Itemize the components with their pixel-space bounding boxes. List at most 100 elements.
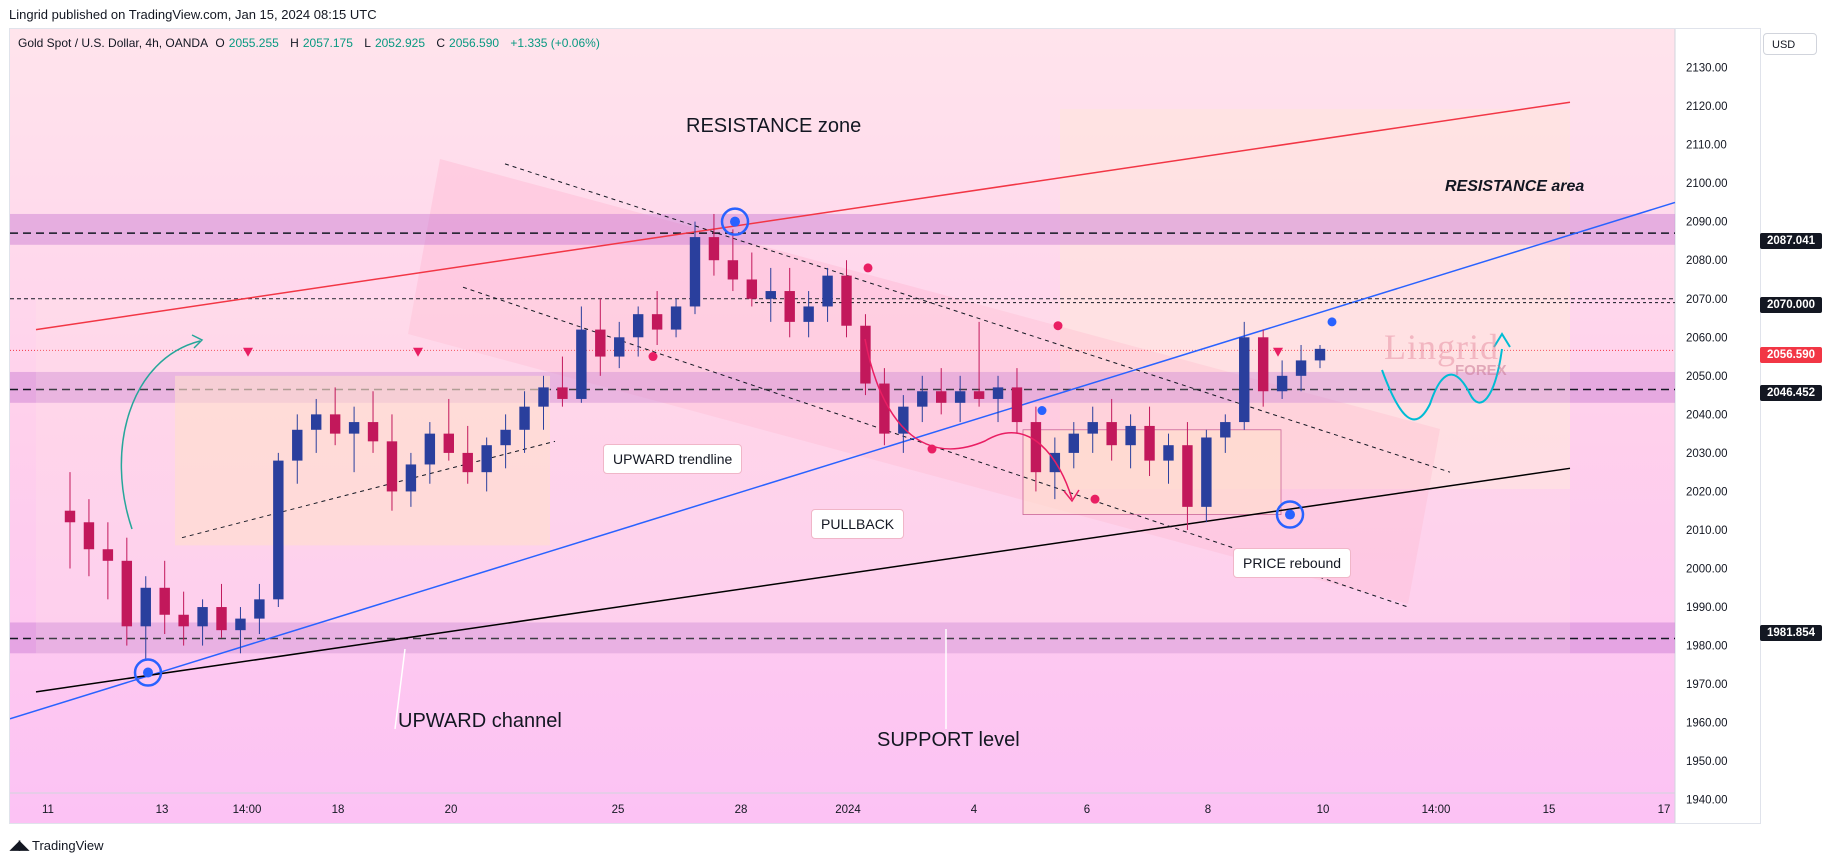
candle-body xyxy=(64,510,76,523)
candle-body xyxy=(746,279,758,299)
candle-body xyxy=(879,383,890,434)
candle-body xyxy=(443,433,454,453)
time-axis-tick: 13 xyxy=(156,804,169,816)
candle-body xyxy=(936,391,947,403)
candle-body xyxy=(1106,422,1117,446)
time-axis-tick: 18 xyxy=(332,804,345,816)
upward-channel-label: UPWARD channel xyxy=(398,710,562,732)
candle-body xyxy=(405,464,417,492)
time-axis-tick: 11 xyxy=(42,804,54,816)
pink-down-marker-1 xyxy=(413,347,423,357)
candle-body xyxy=(519,406,530,430)
low-value: 2052.925 xyxy=(374,36,425,50)
channel-bottom-line xyxy=(35,467,1571,693)
published-by-text: Lingrid published on TradingView.com, Ja… xyxy=(9,7,377,22)
time-axis-tick: 4 xyxy=(971,804,978,816)
candle-body xyxy=(83,522,95,550)
candle-body xyxy=(500,429,511,446)
candle-body xyxy=(481,445,492,473)
candle-body xyxy=(765,291,776,299)
candle-body xyxy=(784,291,795,322)
support-level-label: SUPPORT level xyxy=(877,729,1020,751)
price-axis-tick: 2050.00 xyxy=(1686,371,1728,383)
candle-body xyxy=(386,441,398,492)
context-box xyxy=(36,298,1570,654)
price-axis-tick: 2020.00 xyxy=(1686,486,1728,498)
candle-body xyxy=(708,237,720,261)
watermark-logo: Lingrid xyxy=(1384,327,1499,367)
tradingview-brand: TradingView xyxy=(32,837,104,853)
time-axis-tick: 14:00 xyxy=(233,804,262,816)
candle-body xyxy=(632,314,644,338)
open-value: 2055.255 xyxy=(228,36,279,50)
pink-down-marker-2 xyxy=(1273,347,1283,357)
candle-body xyxy=(197,607,208,627)
upward-trendline xyxy=(10,201,1676,720)
chart-pane[interactable]: 1940.00 1950.00 1960.00 1970.00 1980.00 1990.… xyxy=(9,28,1761,824)
candle-body xyxy=(803,306,814,322)
low-label: L xyxy=(364,36,371,50)
sr-zone-0 xyxy=(10,213,1675,245)
high-value: 2057.175 xyxy=(302,36,353,50)
price-rebound-callout: PRICE rebound xyxy=(1233,548,1352,578)
header: Lingrid published on TradingView.com, Ja… xyxy=(0,0,1835,28)
close-label: C xyxy=(436,36,446,50)
chart-canvas[interactable]: 1940.00 1950.00 1960.00 1970.00 1980.00 1990.… xyxy=(10,29,1761,824)
candle-body xyxy=(178,614,189,627)
price-axis-tick: 2130.00 xyxy=(1686,63,1728,75)
channel-pointer xyxy=(394,648,406,730)
candle-body xyxy=(1239,337,1250,423)
candle-body xyxy=(102,549,114,561)
price-axis-tick: 1980.00 xyxy=(1686,641,1728,653)
candle-body xyxy=(1314,348,1326,361)
time-axis-tick: 8 xyxy=(1205,804,1211,816)
candle-body xyxy=(670,306,682,330)
price-axis-tick: 1970.00 xyxy=(1686,679,1728,691)
candle-body xyxy=(557,387,568,399)
projection-path xyxy=(1381,348,1503,421)
candle-body xyxy=(651,314,663,330)
price-axis-background xyxy=(1675,29,1760,823)
time-axis-tick: 6 xyxy=(1084,804,1090,816)
candle-body xyxy=(992,387,1004,399)
price-axis-tick: 1960.00 xyxy=(1686,718,1728,730)
price-tag-2046: 2046.452 xyxy=(1760,385,1822,401)
pink-down-marker-0 xyxy=(243,347,253,357)
symbol-legend: Gold Spot / U.S. Dollar, 4h, OANDA O 2055… xyxy=(18,36,604,50)
candle-body xyxy=(860,325,871,384)
upward-trendline-callout: UPWARD trendline xyxy=(603,444,743,474)
candle-body xyxy=(1030,422,1042,473)
pullback-arrowhead xyxy=(1063,489,1080,503)
rally-arrowhead xyxy=(191,334,204,349)
candle-body xyxy=(1182,445,1193,507)
symbol-name[interactable]: Gold Spot / U.S. Dollar, 4h, OANDA xyxy=(18,36,209,50)
candle-body xyxy=(292,429,303,461)
pink-marker-2 xyxy=(1053,321,1063,331)
price-tag-last: 2056.590 xyxy=(1760,347,1822,363)
candle-body xyxy=(273,460,284,600)
touch-circle-1 xyxy=(720,207,750,236)
candle-body xyxy=(1276,375,1288,392)
candle-body xyxy=(1163,445,1174,461)
touch-dot-1 xyxy=(730,216,740,227)
candle-body xyxy=(1011,387,1023,423)
candle-body xyxy=(822,275,833,307)
candle-body xyxy=(121,560,133,627)
time-axis-tick: 2024 xyxy=(835,804,861,816)
candle-body xyxy=(367,422,379,442)
pink-marker-4 xyxy=(648,352,658,362)
candle-body xyxy=(614,337,625,357)
pink-marker-3 xyxy=(863,263,873,273)
channel-top-line xyxy=(35,101,1571,331)
currency-button[interactable]: USD xyxy=(1763,33,1817,55)
candle-body xyxy=(954,391,966,403)
candle-body xyxy=(329,414,341,434)
price-axis-tick: 2040.00 xyxy=(1686,409,1728,421)
pink-marker-1 xyxy=(1090,494,1100,504)
open-label: O xyxy=(215,36,225,50)
tradingview-logo[interactable]: ◢◣ TradingView xyxy=(10,837,104,853)
touch-dot-0 xyxy=(143,667,153,678)
candle-body xyxy=(538,387,549,407)
candle-body xyxy=(1068,433,1079,453)
candle-body xyxy=(1295,360,1307,376)
